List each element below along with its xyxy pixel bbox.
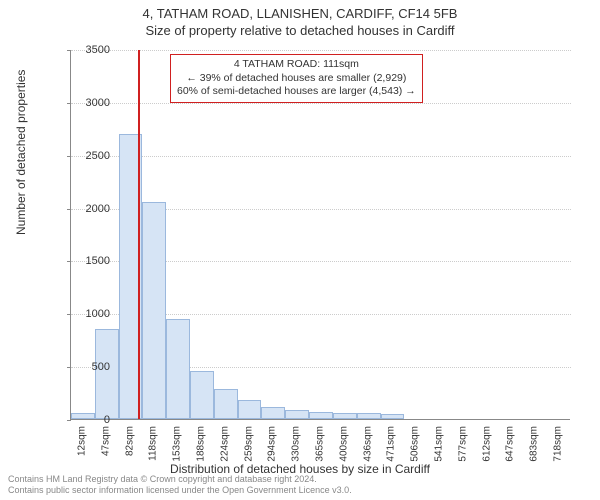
histogram-bar xyxy=(238,400,262,419)
histogram-bar xyxy=(357,413,381,419)
annotation-line2: ← 39% of detached houses are smaller (2,… xyxy=(177,72,416,86)
xtick-label: 612sqm xyxy=(481,426,492,462)
histogram-bar xyxy=(166,319,190,419)
histogram-bar xyxy=(190,371,214,419)
histogram-bar xyxy=(381,414,405,419)
gridline xyxy=(71,103,571,104)
xtick-label: 400sqm xyxy=(338,426,349,462)
xtick-label: 436sqm xyxy=(362,426,373,462)
xtick-label: 153sqm xyxy=(172,426,183,462)
xtick-label: 82sqm xyxy=(124,426,135,456)
annotation-line1: 4 TATHAM ROAD: 111sqm xyxy=(177,58,416,72)
xtick-label: 365sqm xyxy=(315,426,326,462)
xtick-label: 506sqm xyxy=(410,426,421,462)
gridline xyxy=(71,50,571,51)
reference-line xyxy=(138,50,140,419)
xtick-label: 259sqm xyxy=(243,426,254,462)
footer-attribution: Contains HM Land Registry data © Crown c… xyxy=(8,474,352,496)
xtick-label: 577sqm xyxy=(457,426,468,462)
footer-line2: Contains public sector information licen… xyxy=(8,485,352,496)
chart-area: 4 TATHAM ROAD: 111sqm ← 39% of detached … xyxy=(70,50,570,420)
chart-title-line2: Size of property relative to detached ho… xyxy=(0,23,600,38)
histogram-bar xyxy=(214,389,238,419)
footer-line1: Contains HM Land Registry data © Crown c… xyxy=(8,474,352,485)
xtick-label: 224sqm xyxy=(219,426,230,462)
histogram-bar xyxy=(142,202,166,419)
xtick-label: 118sqm xyxy=(148,426,159,461)
reference-annotation: 4 TATHAM ROAD: 111sqm ← 39% of detached … xyxy=(170,54,423,103)
histogram-bar xyxy=(333,413,357,419)
xtick-label: 188sqm xyxy=(195,426,206,462)
xtick-label: 471sqm xyxy=(386,426,397,462)
histogram-bar xyxy=(261,407,285,419)
xtick-label: 294sqm xyxy=(267,426,278,462)
xtick-label: 330sqm xyxy=(291,426,302,462)
y-axis-label: Number of detached properties xyxy=(14,70,28,235)
histogram-bar xyxy=(285,410,309,420)
xtick-label: 541sqm xyxy=(434,426,445,462)
histogram-bar xyxy=(95,329,119,419)
gridline xyxy=(71,156,571,157)
xtick-label: 47sqm xyxy=(100,426,111,456)
ytick-label: 2500 xyxy=(70,150,110,162)
ytick-label: 3500 xyxy=(70,44,110,56)
ytick-label: 500 xyxy=(70,361,110,373)
ytick-label: 2000 xyxy=(70,203,110,215)
chart-title-block: 4, TATHAM ROAD, LLANISHEN, CARDIFF, CF14… xyxy=(0,0,600,38)
xtick-label: 683sqm xyxy=(529,426,540,462)
ytick-label: 0 xyxy=(70,414,110,426)
xtick-label: 647sqm xyxy=(505,426,516,462)
annotation-line3: 60% of semi-detached houses are larger (… xyxy=(177,85,416,99)
histogram-bar xyxy=(309,412,333,419)
xtick-label: 718sqm xyxy=(553,426,564,462)
ytick-label: 1000 xyxy=(70,308,110,320)
ytick-label: 1500 xyxy=(70,255,110,267)
plot-region xyxy=(70,50,570,420)
ytick-label: 3000 xyxy=(70,97,110,109)
chart-title-line1: 4, TATHAM ROAD, LLANISHEN, CARDIFF, CF14… xyxy=(0,6,600,21)
xtick-label: 12sqm xyxy=(76,426,87,456)
